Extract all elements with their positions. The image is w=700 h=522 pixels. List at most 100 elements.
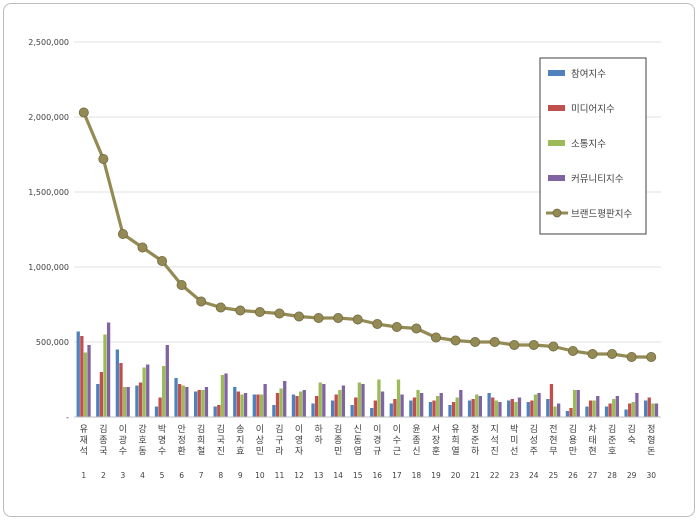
- bar-2-30: [647, 397, 651, 417]
- bar-1-3: [115, 349, 120, 417]
- x-label-21: 하: [471, 446, 480, 457]
- bar-1-2: [96, 384, 100, 417]
- x-label-8: 국: [217, 435, 225, 446]
- brand-index-point-8: [215, 302, 226, 313]
- brand-index-point-26: [567, 345, 578, 356]
- bar-2-24: [530, 400, 534, 417]
- x-label-25: 무: [549, 446, 557, 457]
- x-label-17: 이: [393, 424, 401, 435]
- bar-3-17: [396, 379, 401, 417]
- x-label-15: 동: [354, 435, 362, 446]
- x-label-28: 준: [608, 435, 616, 446]
- x-label-23: 미: [510, 435, 518, 446]
- brand-index-point-6: [176, 279, 187, 290]
- bar-1-20: [448, 405, 452, 417]
- x-label-21: 정: [471, 424, 479, 435]
- x-number-16: 16: [373, 471, 383, 480]
- x-number-24: 24: [529, 471, 539, 480]
- brand-index-point-27: [587, 348, 598, 359]
- brand-index-point-29: [626, 351, 637, 362]
- x-label-14: 종: [334, 435, 342, 446]
- bar-2-3: [119, 363, 123, 417]
- bar-4-7: [204, 387, 209, 417]
- x-label-17: 수: [393, 435, 401, 446]
- x-label-24: 주: [530, 446, 538, 457]
- bar-2-15: [354, 397, 358, 417]
- x-number-11: 11: [275, 471, 285, 480]
- x-label-20: 유: [451, 424, 459, 435]
- x-label-26: 김: [569, 423, 577, 435]
- bar-1-12: [291, 394, 296, 417]
- bar-2-21: [471, 399, 475, 417]
- bar-3-27: [592, 400, 596, 417]
- x-label-10: 상: [256, 435, 264, 446]
- x-label-7: 철: [197, 446, 205, 457]
- bar-3-1: [83, 352, 88, 417]
- bar-1-22: [487, 393, 491, 417]
- x-label-29: 김: [628, 423, 636, 435]
- bar-2-7: [197, 390, 201, 417]
- y-tick-label: 500,000: [36, 338, 69, 347]
- bar-1-18: [409, 400, 413, 417]
- bar-2-25: [549, 384, 554, 417]
- bar-4-21: [478, 396, 483, 417]
- x-label-27: 태: [588, 435, 596, 446]
- bar-2-14: [334, 394, 338, 417]
- bar-4-29: [635, 393, 639, 417]
- x-label-6: 안: [177, 424, 185, 435]
- bar-1-17: [389, 403, 393, 417]
- brand-index-point-17: [391, 321, 402, 332]
- bar-3-25: [553, 406, 557, 417]
- bar-3-6: [181, 385, 185, 417]
- x-label-3: 수: [119, 446, 127, 457]
- legend-swatch-3: [548, 140, 565, 146]
- bar-4-10: [263, 384, 267, 417]
- x-number-9: 9: [238, 471, 243, 480]
- x-label-30: 돈: [647, 446, 655, 457]
- bar-4-4: [146, 364, 150, 417]
- bar-1-24: [526, 402, 530, 417]
- bar-1-16: [370, 408, 374, 417]
- legend-label-5: 브랜드평판지수: [571, 209, 632, 220]
- brand-index-point-7: [196, 296, 207, 307]
- brand-index-point-15: [352, 314, 363, 325]
- x-label-19: 서: [432, 424, 440, 435]
- bar-1-4: [135, 385, 139, 417]
- bar-3-22: [494, 400, 498, 417]
- bar-1-1: [76, 331, 80, 417]
- x-label-11: 라: [275, 446, 284, 457]
- bar-4-27: [596, 396, 600, 417]
- bar-3-5: [162, 366, 166, 417]
- x-label-16: 경: [373, 434, 381, 446]
- x-label-14: 민: [334, 446, 342, 457]
- x-label-5: 명: [158, 435, 166, 446]
- bar-3-14: [338, 390, 342, 417]
- legend-swatch-2: [548, 105, 565, 111]
- brand-index-point-5: [157, 255, 168, 266]
- bar-1-6: [174, 378, 178, 417]
- x-label-30: 정: [647, 424, 655, 435]
- bar-1-7: [193, 391, 198, 417]
- y-tick-label: -: [66, 413, 69, 422]
- bar-3-13: [318, 382, 322, 417]
- x-number-6: 6: [179, 471, 184, 480]
- bar-2-27: [588, 400, 593, 417]
- x-number-25: 25: [549, 471, 559, 480]
- x-label-6: 환: [177, 445, 185, 457]
- brand-index-point-21: [470, 336, 481, 347]
- bar-2-29: [628, 403, 632, 417]
- x-label-1: 유: [80, 424, 88, 435]
- x-number-10: 10: [255, 471, 265, 480]
- brand-index-point-10: [254, 306, 265, 317]
- x-number-23: 23: [509, 471, 519, 480]
- x-number-3: 3: [121, 471, 126, 480]
- bar-3-29: [631, 402, 635, 417]
- x-label-18: 신: [412, 446, 420, 457]
- bar-2-4: [138, 382, 143, 417]
- bar-4-26: [576, 390, 580, 417]
- bar-4-11: [283, 381, 287, 417]
- brand-index-point-3: [117, 228, 128, 239]
- legend-swatch-1: [548, 70, 565, 76]
- x-label-22: 석: [491, 435, 499, 446]
- x-number-14: 14: [333, 471, 343, 480]
